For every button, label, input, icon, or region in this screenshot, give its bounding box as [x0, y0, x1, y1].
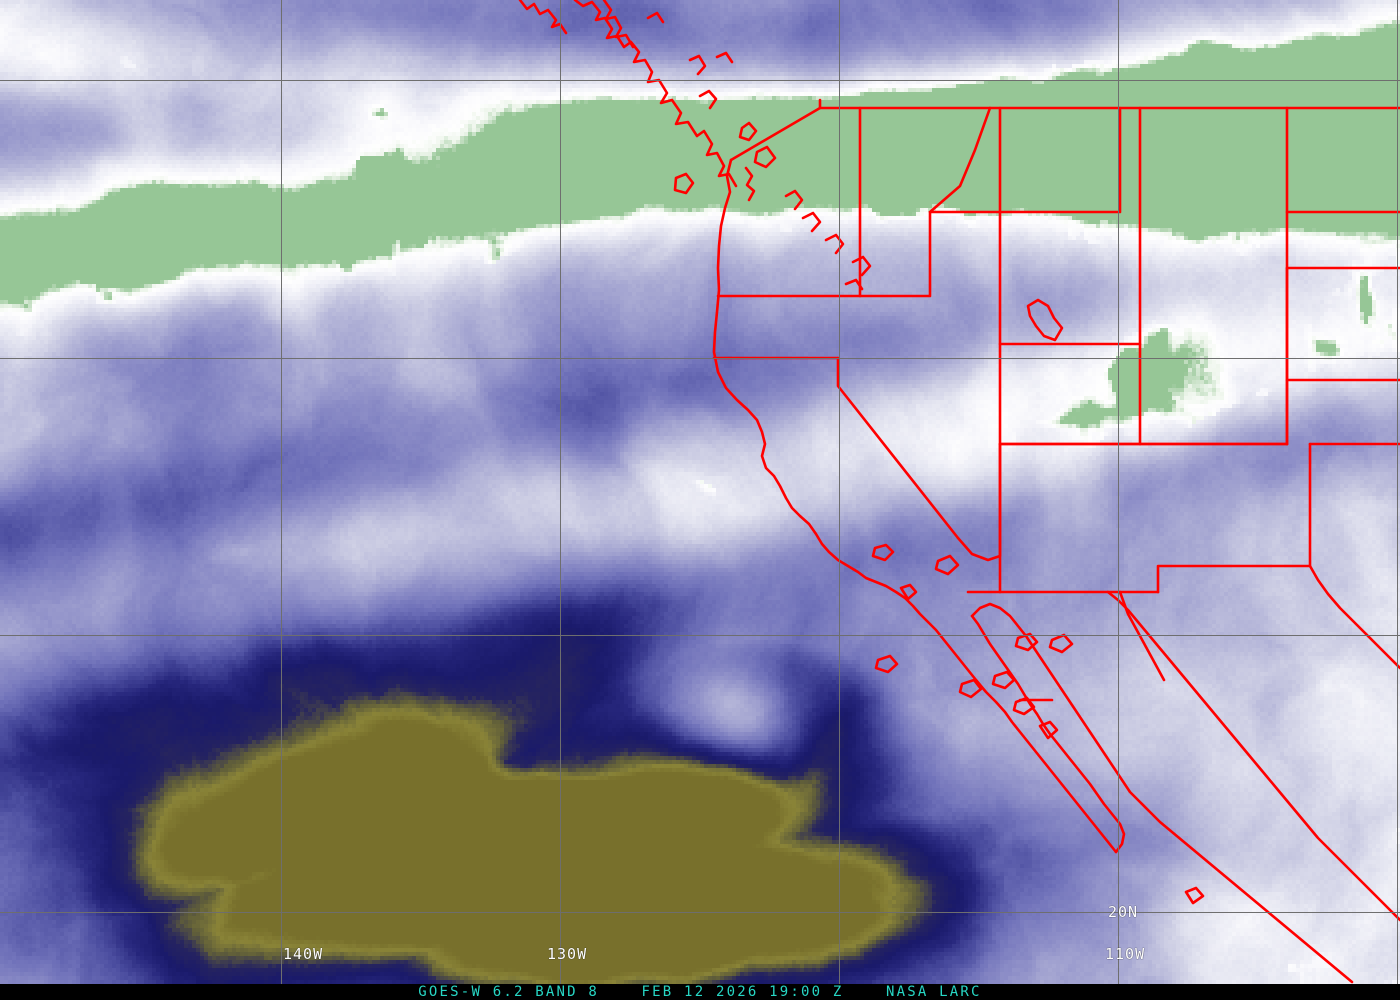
caption-satellite: GOES-W [418, 984, 483, 1000]
latitude-label-20n: 20N [1108, 903, 1139, 921]
caption-channel: 6.2 [492, 984, 525, 1000]
caption-bar: GOES-W 6.2 BAND 8 FEB 12 2026 19:00 Z NA… [0, 984, 1400, 1000]
caption-time: 19:00 Z [769, 984, 844, 1000]
caption-text: GOES-W 6.2 BAND 8 FEB 12 2026 19:00 Z NA… [0, 984, 1400, 1000]
caption-source: NASA LARC [886, 984, 982, 1000]
longitude-label-110w: 110W [1105, 945, 1146, 963]
longitude-label-140w: 140W [283, 945, 324, 963]
caption-date: FEB 12 2026 [641, 984, 759, 1000]
longitude-label-130w: 130W [547, 945, 588, 963]
caption-band: BAND 8 [535, 984, 600, 1000]
